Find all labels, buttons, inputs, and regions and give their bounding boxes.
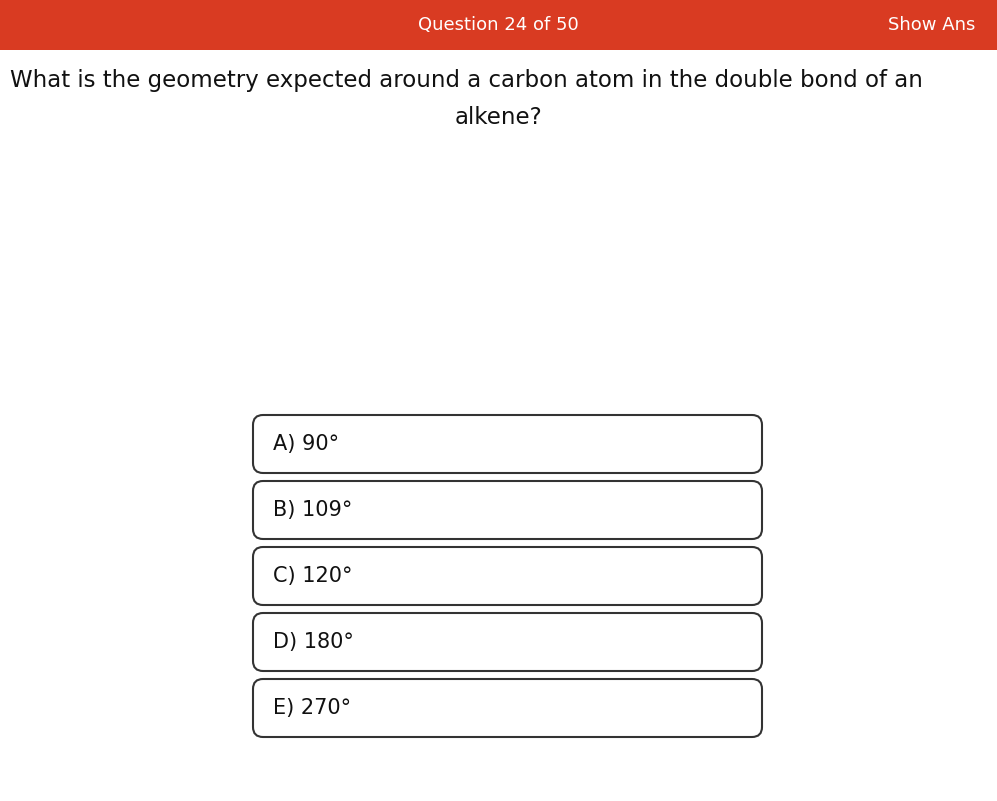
FancyBboxPatch shape [253,481,762,539]
Text: What is the geometry expected around a carbon atom in the double bond of an: What is the geometry expected around a c… [10,69,923,91]
FancyBboxPatch shape [253,547,762,605]
Text: Question 24 of 50: Question 24 of 50 [418,16,578,34]
FancyBboxPatch shape [253,415,762,473]
FancyBboxPatch shape [253,679,762,737]
Text: Show Ans: Show Ans [887,16,975,34]
Text: alkene?: alkene? [454,107,542,130]
Text: E) 270°: E) 270° [273,698,351,718]
FancyBboxPatch shape [253,613,762,671]
Text: D) 180°: D) 180° [273,632,354,652]
Bar [0,0,997,50]
Text: C) 120°: C) 120° [273,566,353,586]
Text: A) 90°: A) 90° [273,434,339,454]
Text: B) 109°: B) 109° [273,500,352,520]
